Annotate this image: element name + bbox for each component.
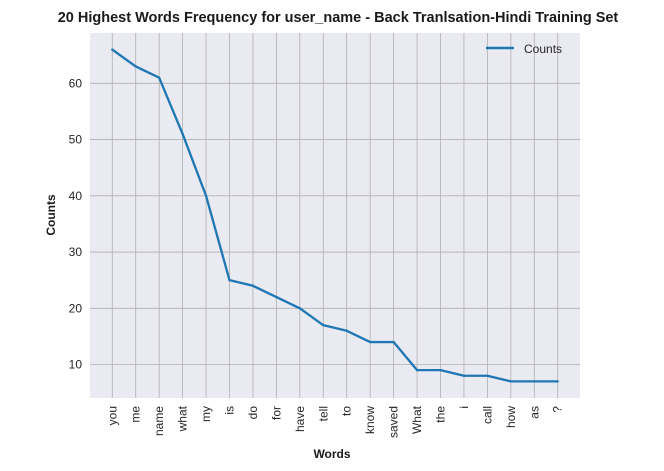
x-tick-label: have xyxy=(293,406,307,432)
legend: Counts xyxy=(486,42,562,56)
x-tick-label: what xyxy=(176,405,190,432)
y-tick-label: 50 xyxy=(69,133,83,147)
data-point xyxy=(298,307,302,310)
data-point xyxy=(509,380,513,383)
x-tick-label: the xyxy=(434,406,448,423)
x-tick-label: saved xyxy=(387,406,401,438)
data-point xyxy=(157,76,161,79)
data-point xyxy=(228,278,231,282)
y-tick-label: 20 xyxy=(69,301,83,315)
x-tick-labels: you me name what my is do for have tell to know save… xyxy=(105,405,564,438)
x-tick-label: i xyxy=(457,406,471,409)
grid-lines xyxy=(90,33,580,398)
x-tick-label: name xyxy=(152,406,166,436)
y-tick-labels: 10 20 30 40 50 60 xyxy=(69,76,83,371)
y-tick-label: 40 xyxy=(69,189,83,203)
legend-label: Counts xyxy=(524,42,562,56)
x-tick-label: ? xyxy=(551,406,565,413)
data-point xyxy=(181,132,184,136)
data-point xyxy=(134,65,137,68)
x-tick-label: as xyxy=(527,406,541,419)
data-point xyxy=(533,380,536,383)
data-point xyxy=(111,48,114,51)
x-tick-label: tell xyxy=(316,406,330,421)
data-point xyxy=(556,380,559,383)
data-point xyxy=(322,323,325,327)
x-tick-label: call xyxy=(480,406,494,424)
x-tick-label: to xyxy=(340,406,354,416)
y-tick-label: 10 xyxy=(69,358,83,372)
y-tick-label: 60 xyxy=(69,76,83,90)
data-point xyxy=(439,368,442,372)
data-point xyxy=(486,374,489,377)
data-point xyxy=(251,284,255,288)
x-tick-label: me xyxy=(129,406,143,423)
plot-area xyxy=(90,33,580,398)
x-tick-label: do xyxy=(246,406,260,420)
data-point xyxy=(345,329,348,332)
y-tick-label: 30 xyxy=(69,245,83,259)
data-point xyxy=(204,194,208,198)
series-line-counts xyxy=(111,48,558,383)
x-tick-label: for xyxy=(269,406,283,420)
x-tick-label: you xyxy=(105,406,119,425)
x-tick-label: What xyxy=(410,405,424,434)
data-point xyxy=(275,295,278,299)
x-tick-label: how xyxy=(504,406,518,428)
y-axis-label: Counts xyxy=(44,194,58,236)
data-point xyxy=(392,340,395,344)
data-point xyxy=(368,340,372,344)
x-tick-label: know xyxy=(363,406,377,434)
x-axis-label: Words xyxy=(313,447,350,461)
x-tick-label: my xyxy=(199,406,213,422)
data-point xyxy=(462,374,466,377)
x-tick-label: is xyxy=(222,406,236,415)
chart-title: 20 Highest Words Frequency for user_name… xyxy=(58,10,619,26)
series-layer xyxy=(111,48,559,383)
data-point xyxy=(415,368,419,372)
